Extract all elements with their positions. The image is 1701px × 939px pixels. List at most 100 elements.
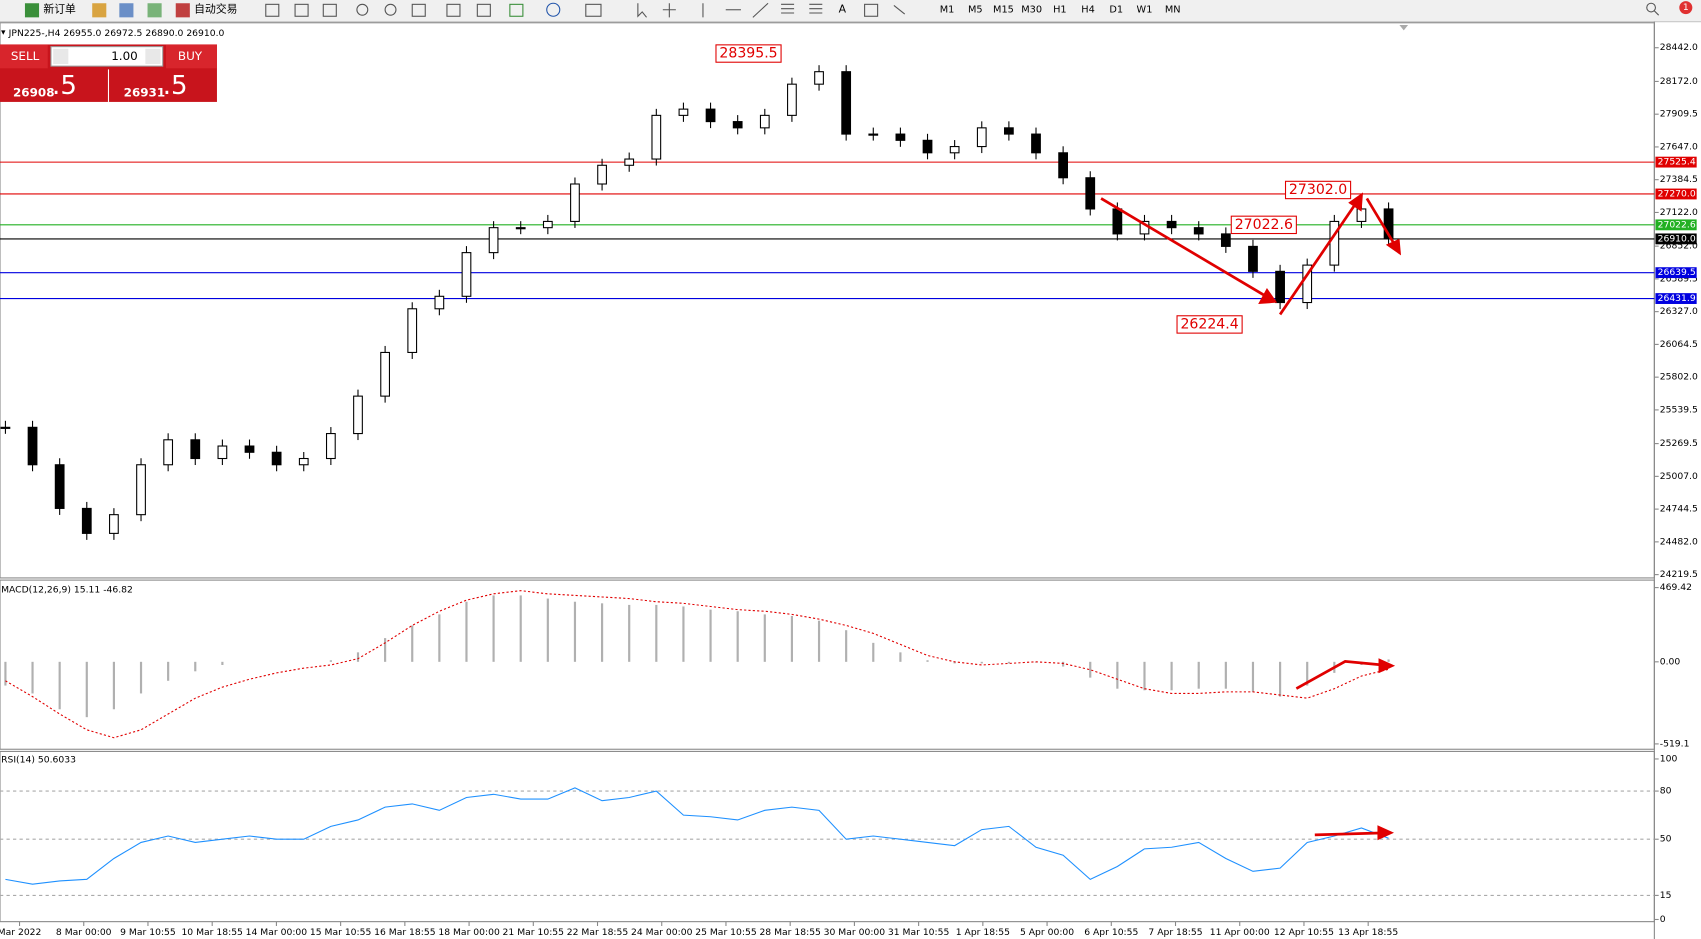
candle <box>1058 152 1069 179</box>
timeframe-button[interactable]: M15 <box>993 5 1014 16</box>
candle <box>542 220 553 229</box>
macd-bar <box>546 598 549 662</box>
lot-value[interactable]: 1.00 <box>111 49 138 63</box>
macd-bar <box>845 630 848 662</box>
macd-bar <box>1251 661 1255 692</box>
timeframe-button[interactable]: D1 <box>1109 5 1123 16</box>
candle <box>109 514 119 534</box>
x-tick-label: 25 Mar 10:55 <box>695 927 757 938</box>
macd-bar <box>1387 659 1390 662</box>
y-tick-label: 80 <box>1660 786 1672 797</box>
candle <box>1302 264 1313 304</box>
macd-bar <box>736 611 739 662</box>
tool-icon[interactable] <box>92 3 107 18</box>
tool-icon[interactable] <box>147 3 162 18</box>
price-level-tag <box>1655 219 1697 231</box>
sell-label[interactable]: SELL <box>11 49 40 63</box>
signal-line <box>5 590 1389 739</box>
candle <box>841 71 852 135</box>
candle <box>325 433 336 460</box>
price-level-tag <box>1655 188 1697 200</box>
price-annotation: 26224.4 <box>1180 316 1238 332</box>
y-tick-label: 50 <box>1660 834 1672 845</box>
macd-bar <box>465 601 468 662</box>
text-tool[interactable]: A <box>839 3 847 16</box>
lot-input[interactable] <box>50 46 164 67</box>
x-tick-label: 28 Mar 18:55 <box>759 927 821 938</box>
price-level-label: 27022.6 <box>1658 219 1696 230</box>
timeframe-button[interactable]: H4 <box>1081 5 1095 16</box>
bid-price: 26908 <box>13 86 54 100</box>
price-level-label: 26431.9 <box>1658 293 1696 304</box>
price-annotation: 28395.5 <box>719 46 777 62</box>
y-tick-label: 28442.0 <box>1660 42 1698 53</box>
candle <box>570 183 580 222</box>
x-tick-label: 30 Mar 00:00 <box>824 927 886 938</box>
macd-bar <box>58 661 61 710</box>
auto-trade-icon[interactable] <box>175 3 190 18</box>
x-tick-label: 16 Mar 18:55 <box>374 927 436 938</box>
macd-bar <box>221 661 224 665</box>
timeframe-button[interactable]: MN <box>1165 5 1181 16</box>
alert-badge[interactable] <box>1679 1 1693 15</box>
macd-bar <box>519 595 522 662</box>
macd-bar <box>4 661 7 686</box>
new-order-icon[interactable] <box>24 3 40 18</box>
candle <box>136 464 146 516</box>
candle <box>27 426 38 466</box>
price-level-tag <box>1655 233 1697 245</box>
price-level-label: 27270.0 <box>1658 188 1696 199</box>
y-tick-label: 27647.0 <box>1660 141 1698 152</box>
auto-trade-button[interactable]: 自动交易 <box>194 2 237 16</box>
price-level-tag <box>1655 267 1697 279</box>
macd-bar <box>438 614 441 662</box>
sell-button[interactable] <box>0 44 48 69</box>
timeframe-button[interactable]: W1 <box>1137 5 1153 16</box>
macd-bar <box>1170 661 1173 691</box>
tool-icon[interactable] <box>119 3 134 18</box>
candle <box>515 227 526 230</box>
macd-bar <box>329 660 332 662</box>
candle <box>271 451 282 466</box>
price-annotation: 27302.0 <box>1289 182 1347 198</box>
x-tick-label: 18 Mar 00:00 <box>438 927 500 938</box>
macd-bar <box>31 661 34 694</box>
x-tick-label: 9 Mar 10:55 <box>120 927 176 938</box>
new-order-button[interactable]: 新订单 <box>43 2 76 16</box>
timeframe-button[interactable]: M30 <box>1021 5 1042 16</box>
price-annotation-box <box>715 44 782 63</box>
ask-pip: .5 <box>163 71 188 101</box>
price-annotation-box <box>1176 315 1243 334</box>
price-pane <box>0 22 1655 579</box>
y-tick-label: 469.42 <box>1660 582 1692 593</box>
buy-button[interactable] <box>165 44 217 69</box>
candle <box>976 127 987 148</box>
candle <box>1004 127 1014 135</box>
y-tick-label: 24744.5 <box>1660 504 1698 515</box>
macd-bar <box>899 652 902 662</box>
y-tick-label: 27384.5 <box>1660 174 1698 185</box>
y-tick-label: 24482.0 <box>1660 536 1698 547</box>
y-tick-label: 15 <box>1660 890 1672 901</box>
buy-label[interactable]: BUY <box>178 49 203 63</box>
macd-bar <box>1007 661 1010 664</box>
candle <box>1112 208 1123 235</box>
macd-bar <box>953 661 956 664</box>
macd-bar <box>709 609 712 662</box>
price-level-tag <box>1655 293 1697 304</box>
timeframe-button[interactable]: M1 <box>940 5 955 16</box>
candle <box>244 445 255 453</box>
candle <box>353 395 363 435</box>
timeframes: M1 M5 M15 M30 H1 H4 D1 W1 MN <box>940 5 1181 16</box>
candle <box>1248 245 1258 272</box>
candle <box>922 139 933 154</box>
macd-bar <box>411 625 414 662</box>
price-annotation-box <box>1284 180 1352 200</box>
candle <box>461 252 472 297</box>
candle <box>54 464 65 509</box>
label-tool[interactable] <box>864 3 879 17</box>
timeframe-button[interactable]: M5 <box>968 5 983 16</box>
macd-bar <box>1089 661 1092 678</box>
price-annotation: 27022.6 <box>1235 217 1293 233</box>
timeframe-button[interactable]: H1 <box>1053 5 1067 16</box>
